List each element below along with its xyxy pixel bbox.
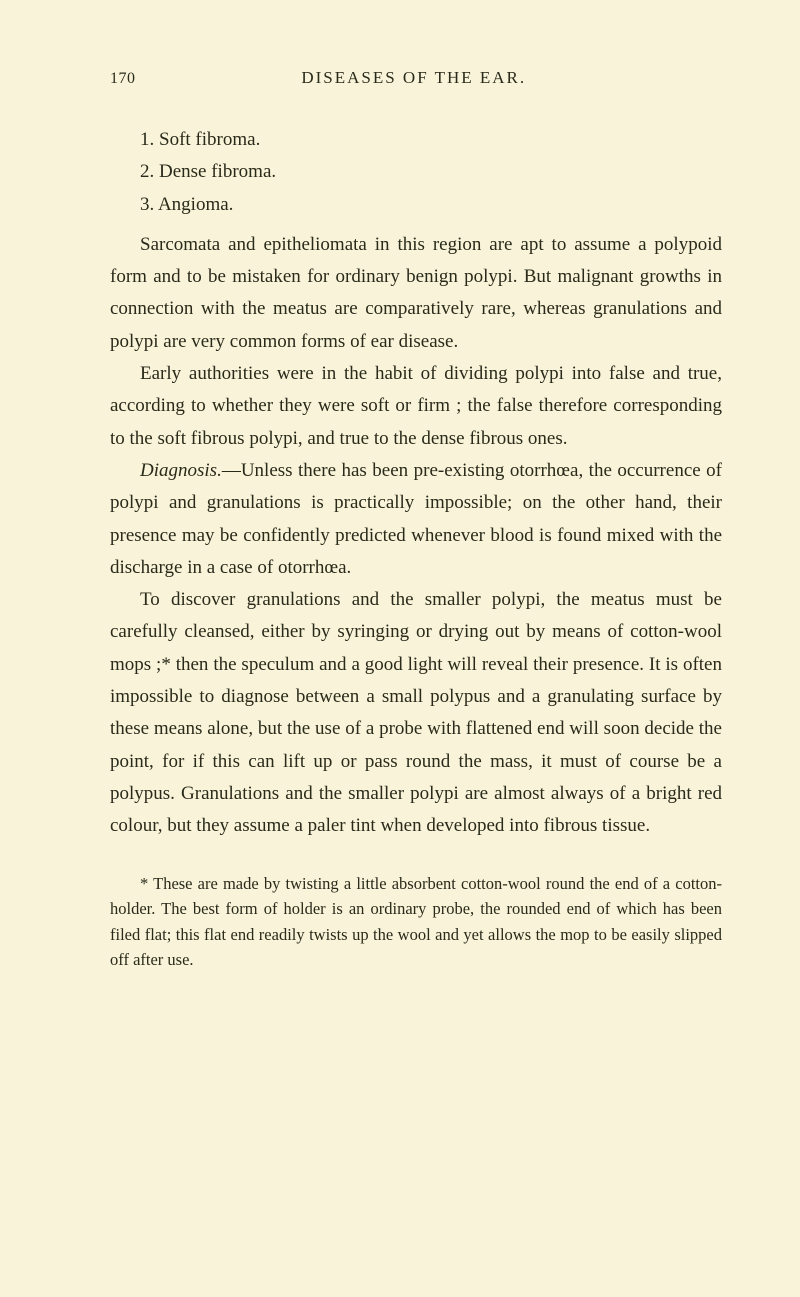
footnote: * These are made by twisting a little ab… — [110, 871, 722, 973]
body-paragraph: Sarcomata and epitheliomata in this regi… — [110, 229, 722, 358]
body-paragraph-diagnosis: Diagnosis.—Unless there has been pre-exi… — [110, 455, 722, 584]
list-item: 1. Soft fibroma. — [110, 124, 722, 156]
paragraph-lead-italic: Diagnosis. — [140, 460, 222, 481]
numbered-list: 1. Soft fibroma. 2. Dense fibroma. 3. An… — [110, 124, 722, 221]
list-item: 2. Dense fibroma. — [110, 156, 722, 188]
page: 170 DISEASES OF THE EAR. 1. Soft fibroma… — [0, 0, 800, 1297]
list-item: 3. Angioma. — [110, 189, 722, 221]
page-number: 170 — [110, 70, 136, 88]
body-paragraph: To discover granulations and the smaller… — [110, 584, 722, 842]
page-header: 170 DISEASES OF THE EAR. — [110, 68, 722, 88]
body-paragraph: Early authorities were in the habit of d… — [110, 358, 722, 455]
running-title: DISEASES OF THE EAR. — [136, 68, 693, 88]
